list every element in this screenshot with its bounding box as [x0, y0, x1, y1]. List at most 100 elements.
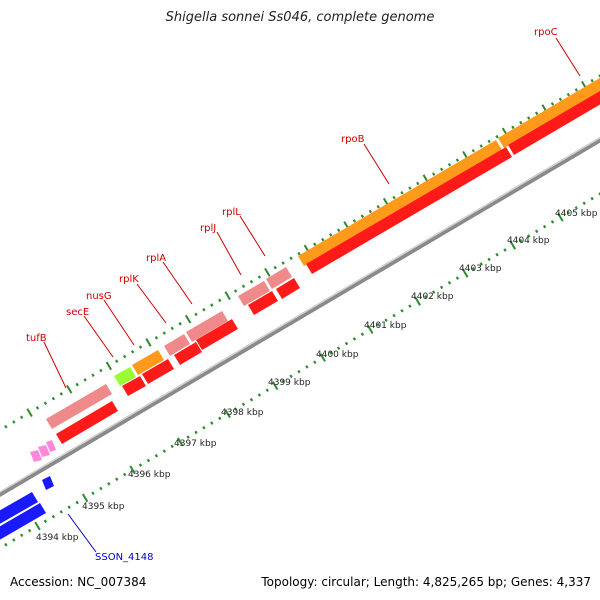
feature-rplL-outer[interactable]: [266, 267, 292, 289]
minor-tick: [392, 313, 396, 318]
minor-tick: [368, 209, 372, 214]
gene-label-nusG[interactable]: nusG: [86, 291, 112, 302]
gene-label-tufB[interactable]: tufB: [26, 333, 47, 344]
accession-label: Accession: NC_007384: [10, 575, 147, 589]
gene-label-rpoC[interactable]: rpoC: [534, 27, 558, 38]
major-tick: [224, 409, 231, 419]
minor-tick: [178, 321, 182, 326]
minor-tick: [590, 196, 594, 201]
minor-tick: [344, 341, 349, 346]
cds-nusG[interactable]: [142, 359, 174, 384]
minor-tick: [12, 538, 16, 542]
minor-tick: [202, 425, 206, 430]
minor-tick: [329, 351, 333, 355]
minor-tick: [392, 195, 396, 200]
minor-tick: [51, 396, 56, 401]
small-feature-3[interactable]: [46, 440, 56, 452]
minor-tick: [99, 368, 103, 373]
minor-tick: [297, 251, 301, 256]
gene-label-rplK[interactable]: rplK: [119, 274, 139, 285]
feature-rpoC-outer[interactable]: [498, 72, 600, 148]
feature-rplK-outer[interactable]: [164, 334, 190, 356]
cds-rpoC[interactable]: [508, 84, 600, 155]
feature-row-inner: [56, 84, 600, 444]
feature-tufB-outer[interactable]: [46, 384, 112, 429]
minus-feature-SSON_4148[interactable]: [42, 476, 54, 490]
scale-label: 4401 kbp: [364, 321, 407, 331]
minor-tick: [550, 102, 555, 106]
major-tick: [184, 314, 192, 324]
major-tick: [224, 291, 231, 301]
major-tick: [319, 353, 326, 362]
minor-tick: [20, 533, 24, 538]
small-feature-1[interactable]: [30, 450, 42, 462]
scale-label: 4398 kbp: [221, 408, 264, 418]
minor-tick: [495, 252, 499, 257]
minor-tick: [210, 421, 214, 425]
feature-rplJ-outer[interactable]: [238, 281, 270, 306]
minor-tick: [233, 407, 238, 411]
cds-rplL[interactable]: [276, 278, 300, 299]
minor-tick: [218, 416, 222, 421]
minor-tick: [186, 435, 190, 439]
gene-label-rpoB[interactable]: rpoB: [341, 134, 365, 145]
minor-tick: [241, 284, 246, 289]
scale-label: 4402 kbp: [411, 292, 454, 302]
map-title: Shigella sonnei Ss046, complete genome: [165, 10, 435, 25]
cds-rplA[interactable]: [196, 319, 238, 350]
scale-label: 4394 kbp: [36, 533, 79, 543]
feature-rpoB-outer[interactable]: [298, 140, 502, 266]
minor-tick: [471, 266, 475, 271]
gene-label-leaders: [43, 37, 581, 389]
minor-tick: [162, 331, 166, 335]
minor-tick: [590, 78, 594, 83]
minor-tick: [360, 332, 365, 336]
minus-feature-2[interactable]: [0, 503, 46, 542]
minor-tick: [479, 144, 483, 148]
small-feature-2[interactable]: [38, 445, 50, 457]
minus-feature-1[interactable]: [0, 492, 38, 526]
major-tick: [66, 384, 73, 394]
major-tick: [129, 465, 136, 475]
minor-tick: [471, 148, 475, 153]
cds-label-leader: [67, 513, 97, 553]
minor-tick: [534, 111, 539, 116]
minor-tick: [170, 326, 174, 331]
gene-label-rplJ[interactable]: rplJ: [200, 223, 216, 234]
cds-tufB[interactable]: [56, 401, 118, 444]
minor-tick: [194, 312, 198, 317]
major-tick: [105, 361, 112, 371]
minor-tick: [75, 382, 79, 387]
minor-tick: [352, 219, 357, 223]
major-tick: [26, 408, 33, 418]
minor-tick: [281, 261, 285, 265]
minor-tick: [439, 285, 444, 290]
gene-label-rplA[interactable]: rplA: [146, 253, 166, 264]
gene-label-rplL[interactable]: rplL: [222, 207, 241, 218]
scale-label: 4400 kbp: [316, 350, 359, 360]
minor-tick: [123, 354, 127, 359]
minor-tick: [400, 309, 404, 313]
feature-rplA-outer[interactable]: [186, 311, 228, 342]
cds-rplK[interactable]: [174, 342, 202, 365]
cds-rplJ[interactable]: [248, 291, 278, 315]
minor-tick: [376, 323, 380, 327]
minor-tick: [558, 97, 563, 102]
minor-tick: [257, 393, 262, 397]
gene-label-secE[interactable]: secE: [66, 307, 89, 318]
major-tick: [414, 297, 421, 306]
major-tick: [367, 325, 374, 334]
cds-label-SSON_4148[interactable]: SSON_4148: [95, 552, 154, 563]
minor-tick: [455, 276, 460, 280]
minor-tick: [265, 388, 269, 393]
minor-tick: [43, 401, 48, 406]
major-tick: [81, 493, 89, 503]
feature-nusG-outer[interactable]: [132, 350, 164, 375]
cds-rpoB[interactable]: [306, 147, 512, 274]
minor-tick: [75, 500, 79, 505]
cds-secE[interactable]: [122, 376, 146, 396]
minor-tick: [202, 307, 206, 312]
minor-tick: [210, 303, 214, 307]
feature-secE-outer[interactable]: [114, 367, 136, 386]
